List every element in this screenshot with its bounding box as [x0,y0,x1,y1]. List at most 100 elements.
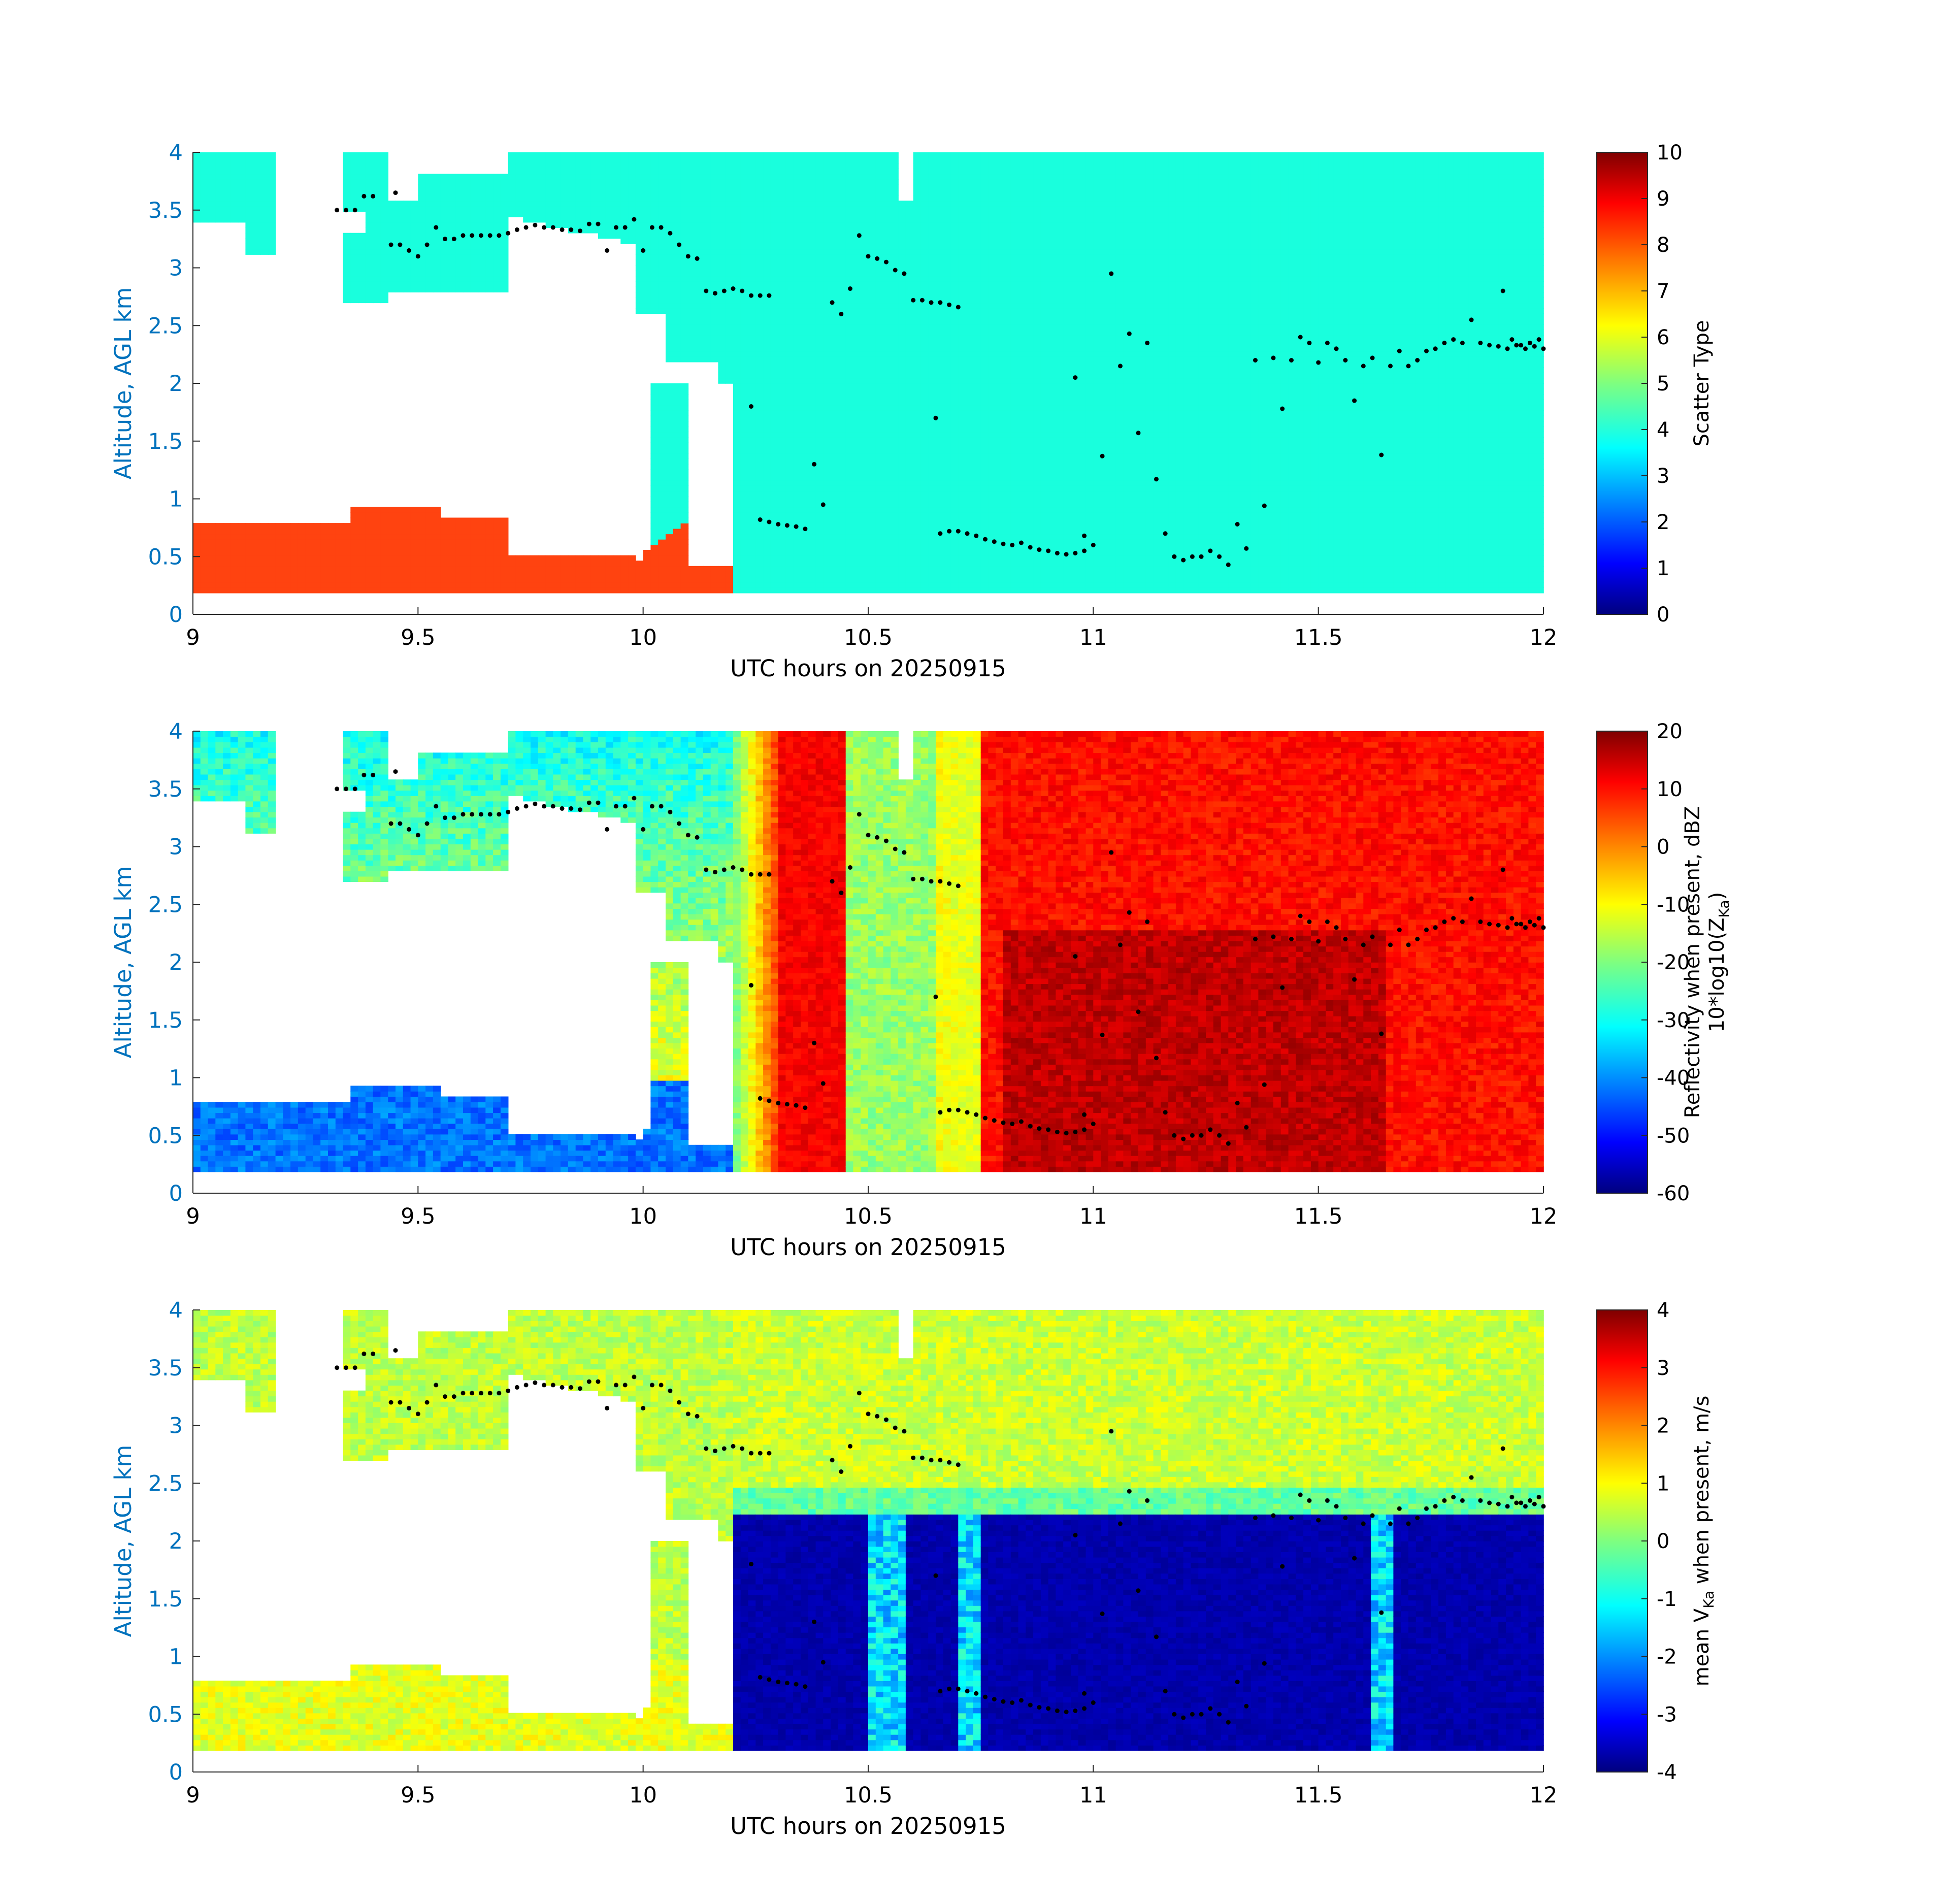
heatmap-cell [711,319,719,324]
heatmap-cell [253,544,261,550]
heatmap-cell [920,383,929,389]
heatmap-cell [861,233,869,239]
heatmap-cell [531,152,539,158]
heatmap-cell [816,485,824,491]
heatmap-cell [643,577,651,582]
heatmap-cell [831,448,839,453]
heatmap-cell [943,298,951,303]
heatmap-cell [778,217,786,222]
heatmap-cell [920,362,929,368]
heatmap-cell [328,539,336,545]
heatmap-cell [733,249,741,255]
heatmap-cell [748,373,756,378]
heatmap-cell [696,587,704,593]
heatmap-cell [838,373,846,378]
heatmap-cell [253,571,261,577]
heatmap-cell [913,464,921,470]
heatmap-cell [966,195,974,201]
heatmap-cell [801,469,809,475]
heatmap-cell [771,265,779,271]
heatmap-cell [763,233,771,239]
heatmap-cell [936,227,944,233]
heatmap-cell [448,244,456,249]
heatmap-cell [696,356,704,362]
heatmap-cell [943,480,951,486]
heatmap-cell [681,502,689,507]
heatmap-cell [666,346,674,351]
heatmap-cell [876,351,884,357]
heatmap-cell [891,389,899,395]
heatmap-cell [936,152,944,158]
heatmap-cell [515,169,523,174]
heatmap-cell [816,566,824,572]
heatmap-cell [891,158,899,163]
heatmap-cell [373,233,381,239]
heatmap-cell [801,249,809,255]
heatmap-cell [778,271,786,276]
heatmap-cell [771,319,779,324]
heatmap-cell [741,453,749,459]
heatmap-cell [831,464,839,470]
heatmap-cell [606,561,614,566]
heatmap-cell [688,249,696,255]
heatmap-cell [696,346,704,351]
heatmap-cell [696,308,704,314]
heatmap-cell [673,222,681,228]
heatmap-cell [861,518,869,523]
heatmap-cell [891,448,899,453]
heatmap-cell [245,577,253,582]
heatmap-cell [973,324,981,330]
heatmap-cell [493,206,501,212]
heatmap-cell [681,238,689,244]
heatmap-cell [471,281,479,287]
heatmap-cell [748,464,756,470]
heatmap-cell [373,281,381,287]
heatmap-cell [658,566,666,572]
heatmap-cell [958,566,966,572]
heatmap-cell [380,529,388,534]
heatmap-cell [846,571,854,577]
heatmap-cell [876,158,884,163]
heatmap-cell [966,356,974,362]
heatmap-cell [928,502,936,507]
heatmap-cell [928,507,936,512]
heatmap-cell [485,195,493,201]
heatmap-cell [306,555,314,561]
heatmap-cell [853,346,861,351]
heatmap-cell [755,491,764,497]
heatmap-cell [598,179,606,185]
heatmap-cell [928,475,936,480]
heatmap-cell [801,254,809,260]
heatmap-cell [433,281,441,287]
heatmap-cell [966,281,974,287]
heatmap-cell [928,217,936,222]
heatmap-cell [411,539,419,545]
heatmap-cell [876,292,884,298]
heatmap-cell [411,577,419,582]
heatmap-cell [673,475,681,480]
heatmap-cell [455,561,464,566]
heatmap-cell [448,544,456,550]
heatmap-cell [260,211,269,217]
heatmap-cell [418,227,426,233]
heatmap-cell [861,442,869,448]
heatmap-cell [966,539,974,545]
heatmap-cell [958,298,966,303]
heatmap-cell [943,475,951,480]
heatmap-cell [628,206,636,212]
heatmap-cell [891,378,899,383]
heatmap-cell [838,502,846,507]
heatmap-cell [238,566,246,572]
heatmap-cell [928,400,936,405]
heatmap-cell [906,227,914,233]
heatmap-cell [951,169,959,174]
heatmap-cell [343,174,351,179]
heatmap-cell [755,249,764,255]
heatmap-cell [801,437,809,443]
heatmap-cell [823,351,831,357]
heatmap-cell [636,238,644,244]
heatmap-cell [238,169,246,174]
heatmap-cell [973,400,981,405]
heatmap-cell [853,555,861,561]
heatmap-cell [366,211,374,217]
